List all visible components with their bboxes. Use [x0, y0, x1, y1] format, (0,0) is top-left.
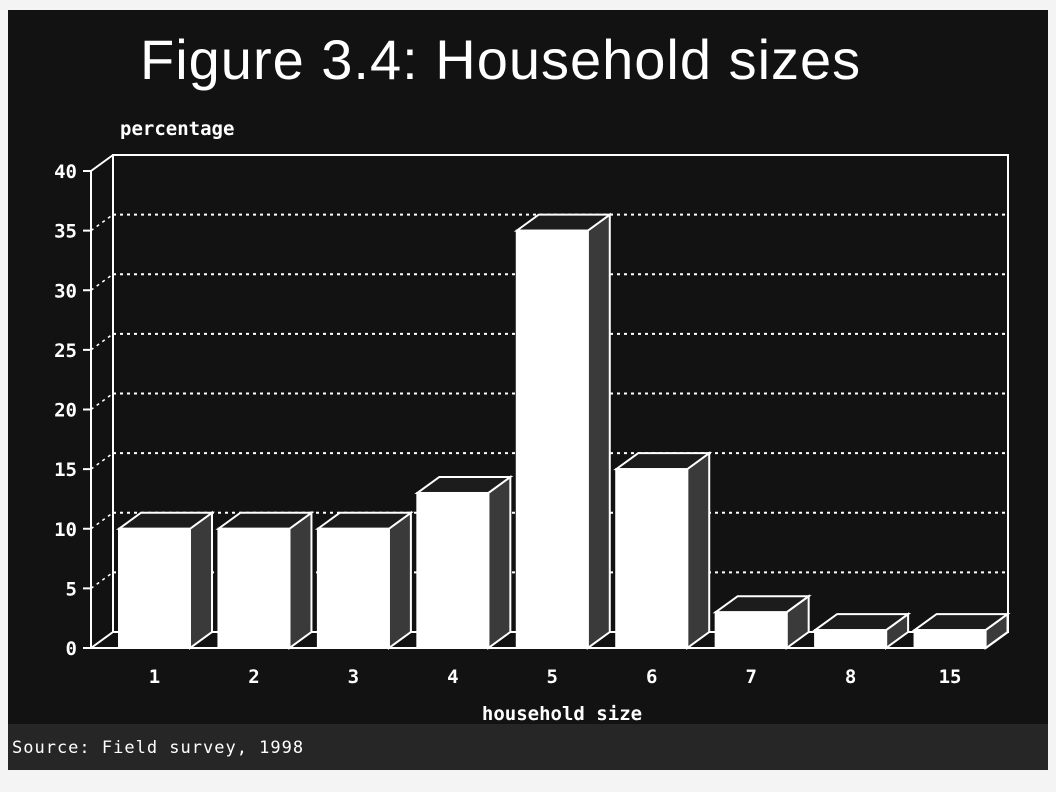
y-tick-label: 25 — [54, 340, 77, 362]
y-axis-top-edge — [90, 154, 114, 172]
bar-side — [686, 451, 711, 650]
y-tick-label: 35 — [54, 221, 77, 243]
y-axis-label: percentage — [120, 118, 234, 140]
bar — [416, 491, 490, 649]
x-tick-label: 7 — [745, 666, 756, 688]
y-tick-label: 40 — [54, 161, 77, 183]
bar — [316, 527, 390, 649]
gridline-side — [90, 214, 114, 232]
y-tick-label: 30 — [54, 280, 77, 302]
gridline-side — [90, 571, 114, 589]
bar-side — [189, 510, 213, 650]
bar-side — [487, 475, 512, 650]
x-axis-label: household size — [482, 703, 642, 724]
gridline-side — [90, 273, 114, 291]
x-tick-label: 1 — [149, 666, 160, 688]
x-tick-label: 3 — [348, 666, 359, 688]
bar — [714, 611, 788, 649]
bar — [217, 527, 291, 649]
bar — [118, 527, 191, 649]
gridline-side — [90, 512, 114, 530]
chart-title: Figure 3.4: Household sizes — [140, 28, 862, 91]
chart-screen: Figure 3.4: Household sizes percentage h… — [8, 10, 1048, 770]
x-tick-label: 6 — [646, 666, 657, 688]
floor-left-edge — [90, 631, 114, 649]
x-tick-label: 2 — [248, 666, 259, 688]
bar-side — [387, 510, 412, 650]
y-tick-label: 15 — [54, 459, 77, 481]
y-tick-label: 0 — [66, 638, 77, 660]
bar — [615, 468, 689, 649]
source-bar: Source: Field survey, 1998 — [8, 724, 1048, 770]
x-tick-label: 4 — [447, 666, 458, 688]
bar — [814, 629, 888, 649]
gridline-side — [90, 452, 114, 470]
bar-chart: percentage household size 05101520253035… — [54, 118, 1011, 724]
y-tick-label: 5 — [66, 578, 77, 600]
y-tick-label: 20 — [54, 400, 77, 422]
gridline-side — [90, 333, 114, 351]
bar — [515, 229, 589, 649]
x-tick-label: 5 — [547, 666, 558, 688]
bar — [913, 629, 987, 649]
bar-side — [288, 510, 313, 650]
x-tick-label: 15 — [939, 666, 962, 688]
gridline-side — [90, 392, 114, 411]
y-tick-label: 10 — [54, 519, 77, 541]
x-tick-label: 8 — [845, 666, 856, 688]
source-note: Source: Field survey, 1998 — [12, 738, 305, 758]
bar-side — [586, 212, 611, 650]
chart-marks: 0 5 10 15 20 25 30 35 40 1 2 3 4 5 6 7 8 15 — [54, 154, 1011, 688]
